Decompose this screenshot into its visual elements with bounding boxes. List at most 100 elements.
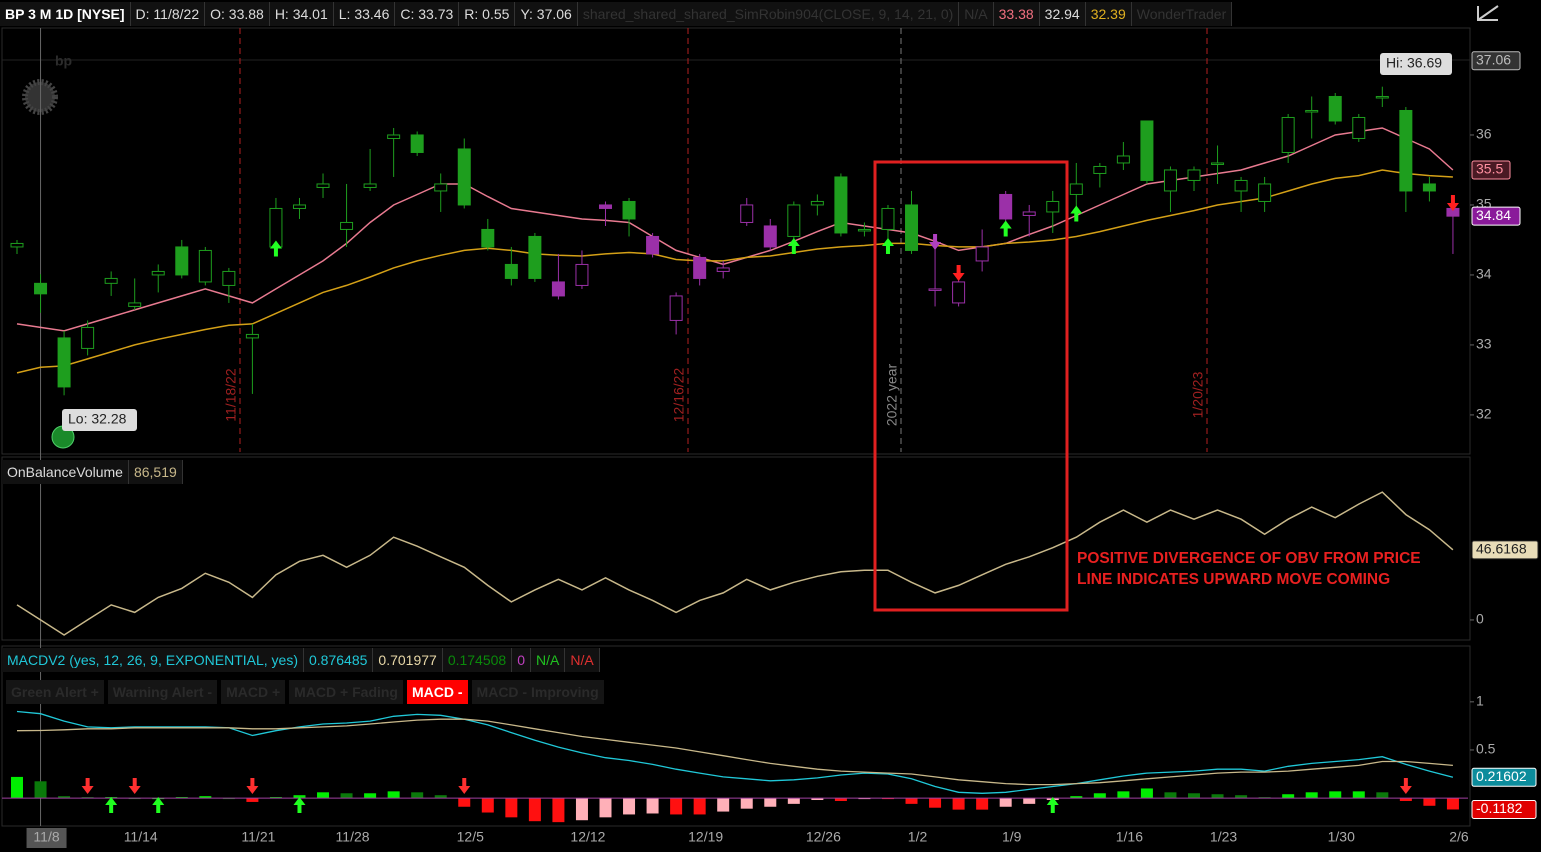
study-value: N/A — [565, 648, 600, 672]
histogram-bar — [293, 795, 306, 799]
candle-body — [1022, 211, 1036, 216]
macd-header: MACDV2 (yes, 12, 26, 9, EXPONENTIAL, yes… — [2, 648, 600, 672]
signal-arrow — [952, 264, 965, 281]
candle-body — [1140, 120, 1154, 181]
study-value: 32.94 — [1039, 2, 1086, 26]
y-tick-label: 33 — [1476, 336, 1492, 352]
logo-text: bp — [55, 53, 72, 69]
candle-body — [1422, 183, 1436, 192]
histogram-bar — [1117, 791, 1130, 799]
histogram-bar — [1446, 798, 1459, 810]
histogram-bar — [1140, 788, 1153, 799]
candle-body — [716, 267, 730, 272]
signal-arrow — [1070, 205, 1083, 222]
value-box — [1471, 799, 1537, 819]
legend-item: Green Alert + — [6, 680, 104, 704]
candle-body — [975, 246, 989, 262]
candle-body — [10, 242, 24, 248]
histogram-bar — [505, 798, 518, 818]
study-value: 0.701977 — [373, 648, 443, 672]
event-label: 2022 year — [884, 364, 900, 427]
candle-body — [410, 134, 424, 153]
histogram-bar — [1211, 794, 1224, 799]
legend-item: MACD + Fading — [289, 680, 403, 704]
candle-body — [1093, 165, 1107, 174]
signal-arrow — [246, 778, 259, 794]
histogram-bar — [717, 798, 730, 812]
y-tick-label: 1 — [1476, 693, 1484, 709]
histogram-bar — [199, 796, 212, 799]
histogram-bar — [1282, 794, 1295, 799]
symbol[interactable]: BP 3 M 1D [NYSE] — [0, 2, 131, 26]
histogram-bar — [1376, 792, 1389, 799]
histogram-bar — [58, 796, 71, 799]
y-tick-label: 36 — [1476, 126, 1492, 142]
candle-body — [316, 183, 330, 188]
field: R: 0.55 — [459, 2, 516, 26]
histogram-bar — [999, 798, 1012, 807]
value-box-label: 37.06 — [1476, 51, 1511, 67]
histogram-bar — [670, 798, 683, 815]
signal-arrow — [293, 797, 306, 813]
pane — [1, 27, 1471, 455]
x-tick-label: 12/26 — [806, 829, 841, 845]
x-tick-label: 1/16 — [1116, 829, 1143, 845]
histogram-bar — [1305, 792, 1318, 799]
moving-average — [16, 127, 1454, 332]
candle-body — [952, 281, 966, 304]
candle-body — [669, 295, 683, 321]
candle-body — [551, 281, 565, 297]
candle-body — [1234, 179, 1248, 192]
obv-header: OnBalanceVolume 86,519 — [2, 460, 183, 484]
candle-body — [1046, 200, 1060, 213]
candle-body — [1211, 162, 1225, 165]
study-value: 33.38 — [993, 2, 1040, 26]
signal-arrow — [458, 778, 471, 794]
study-title: OnBalanceVolume — [2, 460, 129, 484]
histogram-bar — [764, 798, 777, 807]
x-tick-label: 1/2 — [908, 829, 928, 845]
candle-body — [81, 326, 95, 349]
value-box-label: -0.1182 — [1476, 800, 1523, 816]
histogram-bar — [599, 798, 612, 818]
value-box-label: 34.84 — [1476, 207, 1511, 223]
x-tick-label: 12/12 — [570, 829, 605, 845]
x-tick-label: 12/19 — [688, 829, 723, 845]
candle-body — [340, 221, 354, 230]
macd-line — [16, 710, 1454, 794]
y-tick-label: 0 — [1476, 611, 1484, 627]
candle-body — [1352, 116, 1366, 139]
histogram-bar — [976, 798, 989, 810]
event-label: 12/16/22 — [671, 368, 687, 423]
histogram-bar — [693, 798, 706, 815]
value-box — [1471, 51, 1521, 71]
annotation-text: POSITIVE DIVERGENCE OF OBV FROM PRICE LI… — [1077, 550, 1421, 588]
y-tick-label: 0.5 — [1476, 741, 1496, 757]
candle-body — [905, 204, 919, 251]
signal-arrow — [1046, 797, 1059, 813]
histogram-bar — [340, 793, 353, 799]
field: L: 33.46 — [333, 2, 396, 26]
candle-body — [528, 235, 542, 279]
candle-body — [693, 256, 707, 279]
histogram-bar — [952, 798, 965, 810]
x-tick-label: 2/6 — [1449, 829, 1469, 845]
histogram-bar — [528, 798, 541, 822]
field: D: 11/8/22 — [130, 2, 206, 26]
x-tick-label: 1/30 — [1328, 829, 1355, 845]
legend-item: MACD + — [221, 680, 286, 704]
candle-body — [1258, 183, 1272, 202]
histogram-bar — [434, 795, 447, 799]
histogram-bar — [575, 798, 588, 821]
signal-arrow — [128, 778, 141, 794]
signal-arrow — [269, 240, 282, 257]
x-tick-label: 11/28 — [336, 829, 370, 845]
histogram-bar — [387, 791, 400, 799]
value-box — [1471, 160, 1511, 180]
field: H: 34.01 — [269, 2, 334, 26]
candle-body — [457, 148, 471, 206]
candle-body — [575, 263, 589, 286]
candle-body — [292, 204, 306, 209]
candle-body — [1328, 95, 1342, 122]
study-value: 86,519 — [128, 460, 183, 484]
